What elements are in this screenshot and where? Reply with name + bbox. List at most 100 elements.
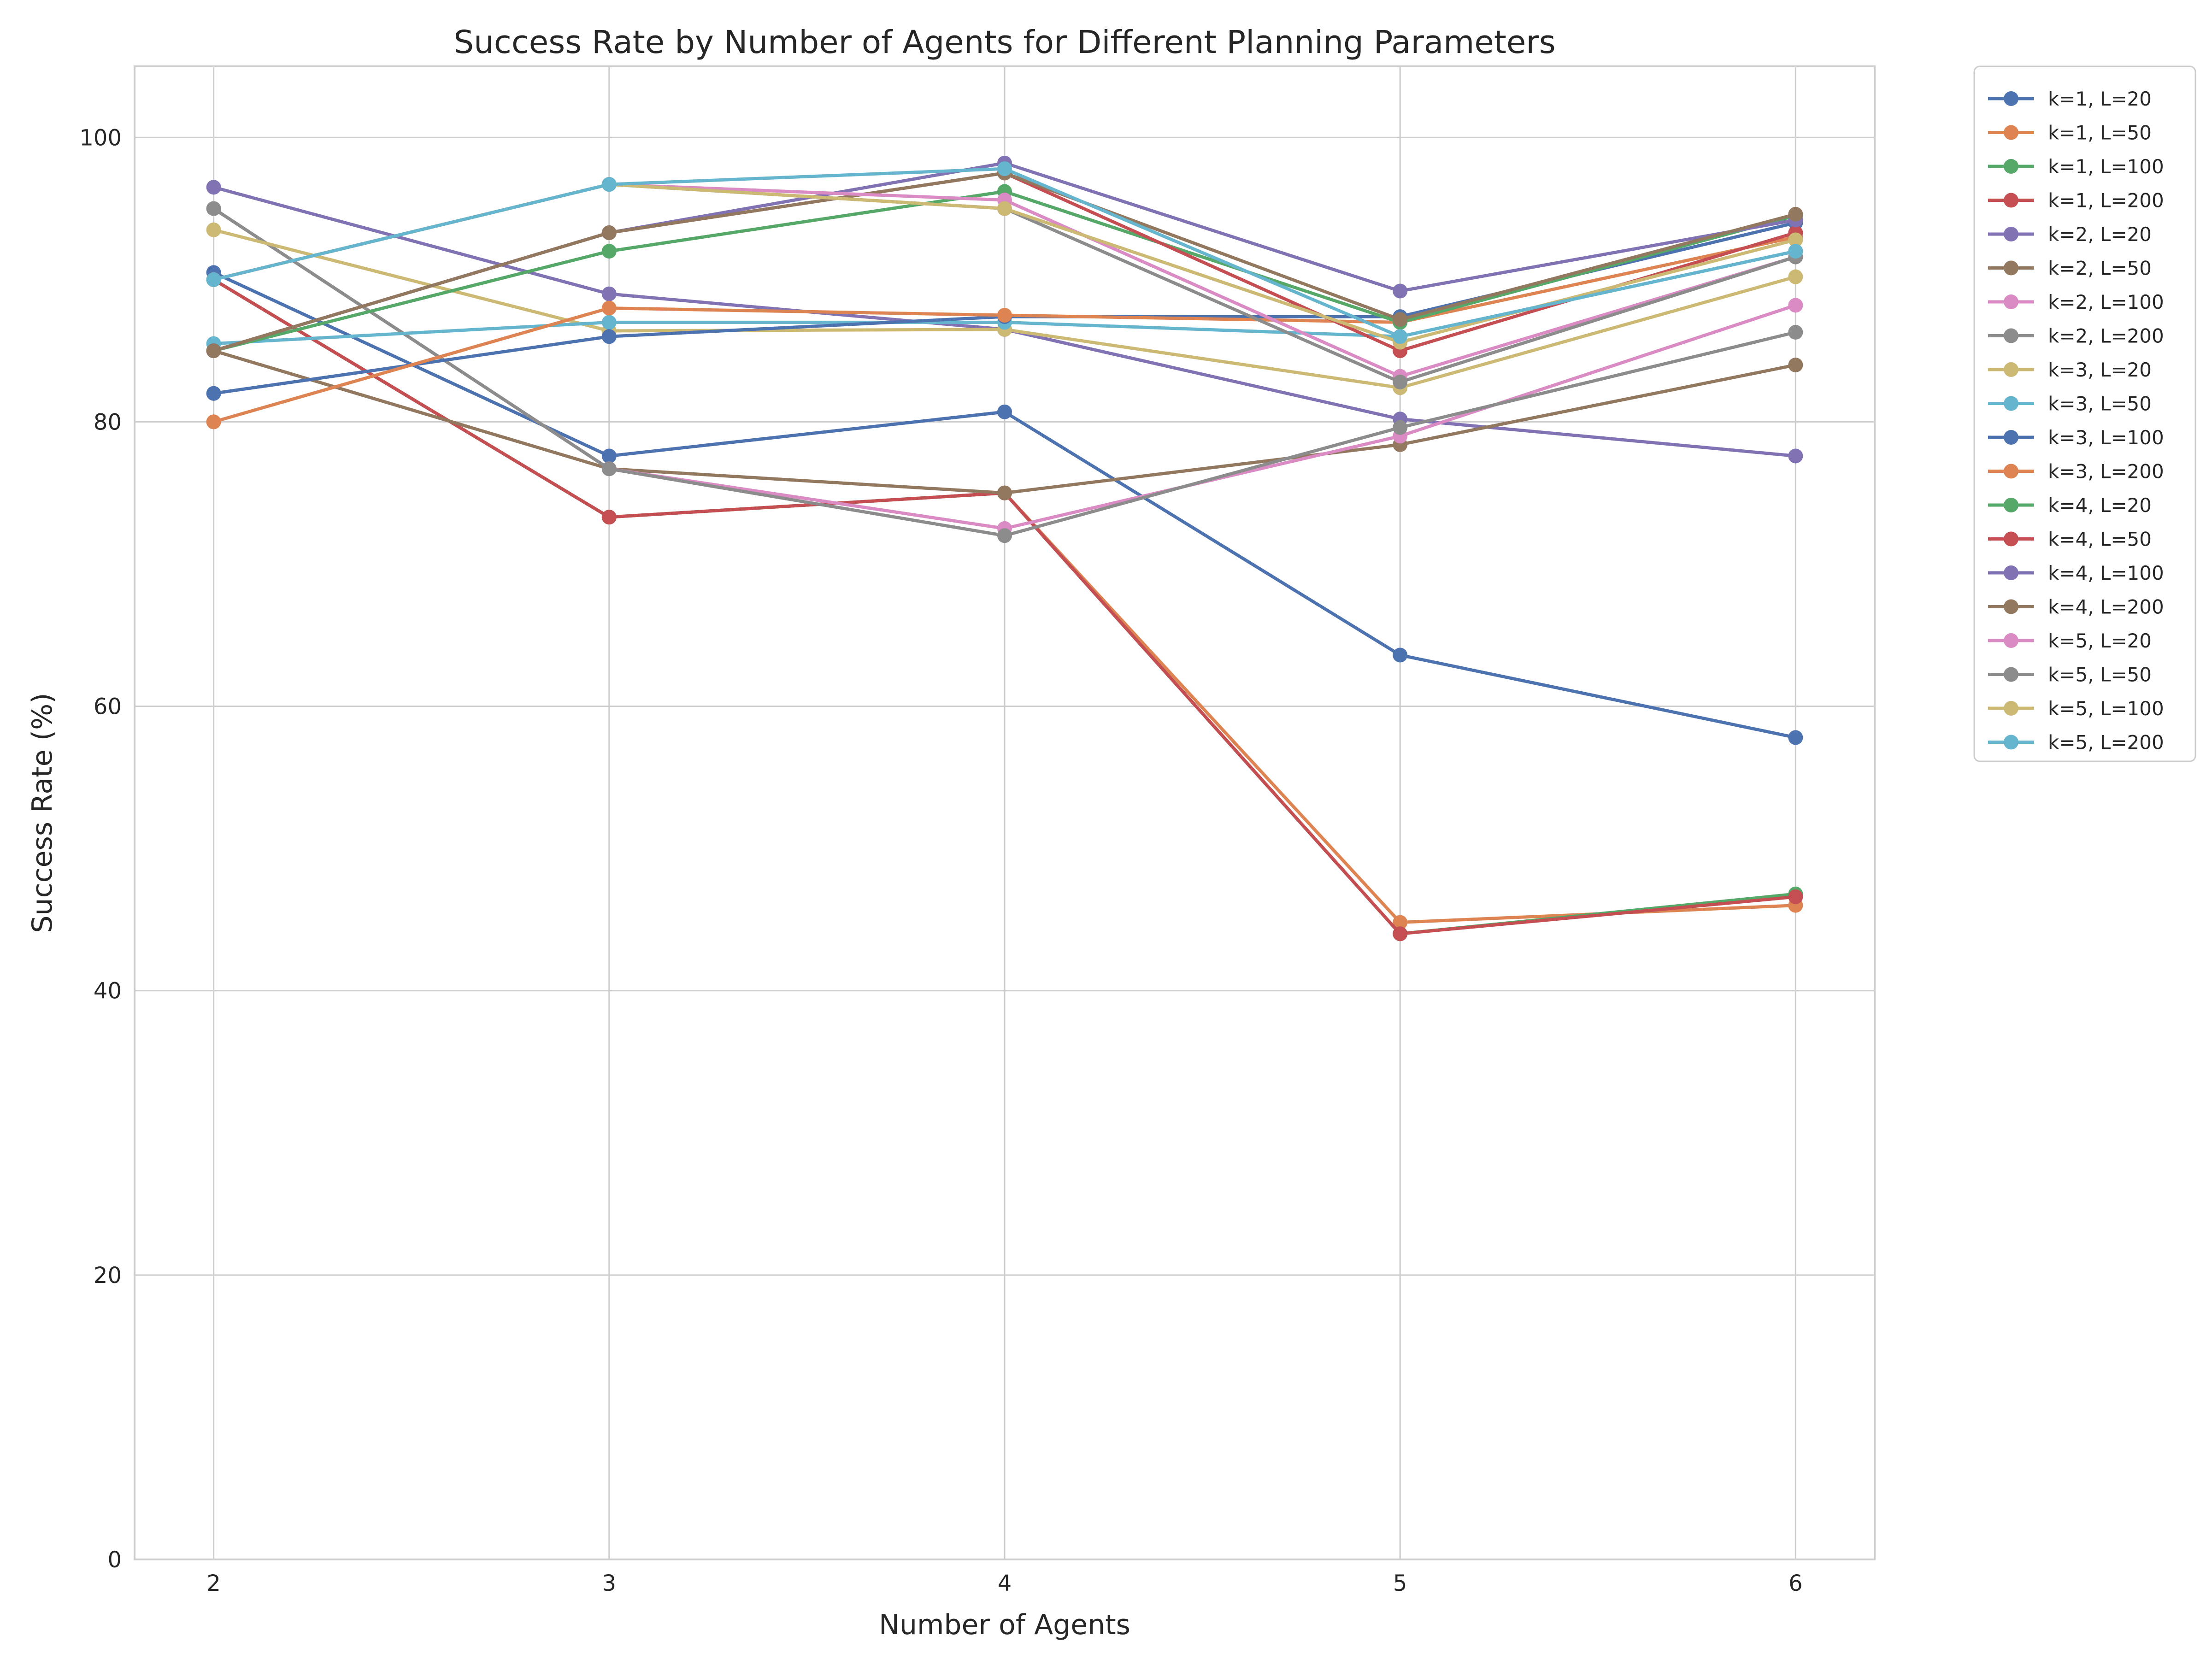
data-point [1393,420,1408,435]
legend-marker [2004,667,2018,682]
legend-label: k=4, L=50 [2048,528,2152,551]
legend-label: k=1, L=50 [2048,122,2152,144]
legend-entry: k=4, L=100 [1988,562,2164,584]
data-point [997,528,1012,543]
data-point [1788,889,1803,905]
plot-area-frame [134,65,1876,1560]
legend-entry: k=2, L=100 [1988,291,2164,313]
data-point [601,510,617,525]
legend-entry: k=2, L=200 [1988,325,2164,347]
legend-entry: k=1, L=100 [1988,155,2164,178]
legend-label: k=4, L=100 [2048,562,2164,584]
legend-marker [2004,565,2018,580]
legend-entry: k=5, L=200 [1988,731,2164,754]
legend-entry: k=4, L=20 [1988,494,2152,517]
chart-title: Success Rate by Number of Agents for Dif… [453,24,1555,61]
legend-entry: k=4, L=50 [1988,528,2152,551]
x-tick-label: 2 [206,1571,221,1596]
legend-label: k=2, L=50 [2048,257,2152,280]
data-point [601,329,617,344]
legend-marker [2004,91,2018,106]
legend-marker [2004,362,2018,377]
data-point [997,201,1012,216]
legend-entry: k=3, L=20 [1988,359,2152,381]
y-tick-label: 100 [79,125,122,151]
x-tick-label: 4 [998,1571,1012,1596]
series-layer [206,155,1803,941]
series-k-2-l-200 [206,201,1803,543]
series-k-5-l-200 [206,161,1803,344]
data-point [206,222,221,237]
data-point [997,161,1012,176]
data-point [1393,375,1408,390]
data-point [1393,926,1408,941]
legend-marker [2004,735,2018,750]
legend-marker [2004,159,2018,174]
legend-entry: k=3, L=50 [1988,393,2152,415]
x-tick-label: 5 [1393,1571,1407,1596]
legend-label: k=1, L=200 [2048,189,2164,212]
legend-label: k=2, L=200 [2048,325,2164,347]
data-point [601,286,617,301]
legend-label: k=1, L=20 [2048,88,2152,110]
legend-marker [2004,633,2018,648]
legend: k=1, L=20 k=1, L=50 k=1, L=100 k=1, L=200 k=… [1973,65,2196,762]
data-point [601,225,617,241]
legend-marker [2004,430,2018,445]
data-point [1788,206,1803,222]
legend-marker [2004,328,2018,343]
data-point [206,201,221,216]
data-point [601,461,617,477]
data-point [206,180,221,195]
x-axis-label: Number of Agents [879,1609,1130,1641]
data-point [1788,325,1803,340]
legend-label: k=2, L=100 [2048,291,2164,313]
legend-label: k=1, L=100 [2048,155,2164,178]
legend-entry: k=2, L=20 [1988,223,2152,246]
legend-label: k=2, L=20 [2048,223,2152,246]
y-tick-label: 20 [94,1263,122,1288]
legend-label: k=5, L=20 [2048,629,2152,652]
data-point [1788,298,1803,313]
legend-marker [2004,464,2018,479]
legend-entry: k=2, L=50 [1988,257,2152,280]
legend-marker [2004,294,2018,309]
legend-box [1973,65,2196,762]
data-point [1393,329,1408,344]
data-point [1788,730,1803,745]
y-axis-label: Success Rate (%) [26,693,59,933]
legend-marker [2004,396,2018,411]
data-point [601,315,617,330]
legend-marker [2004,599,2018,614]
legend-entry: k=3, L=100 [1988,426,2164,449]
data-point [1788,358,1803,372]
data-point [206,414,221,429]
data-point [997,308,1012,323]
data-point [1393,312,1408,327]
data-point [1788,448,1803,464]
data-point [1393,283,1408,299]
legend-entry: k=1, L=50 [1988,122,2152,144]
y-tick-label: 0 [107,1547,122,1573]
legend-marker [2004,193,2018,208]
data-point [601,244,617,259]
data-point [601,448,617,464]
data-point [601,177,617,192]
legend-entry: k=5, L=50 [1988,664,2152,686]
data-point [1788,232,1803,247]
legend-label: k=3, L=50 [2048,393,2152,415]
x-tick-label: 6 [1788,1571,1803,1596]
data-point [1393,647,1408,663]
legend-label: k=4, L=20 [2048,494,2152,517]
legend-marker [2004,701,2018,716]
legend-label: k=3, L=100 [2048,426,2164,449]
y-tick-label: 40 [94,978,122,1004]
legend-entry: k=5, L=20 [1988,629,2152,652]
legend-label: k=3, L=200 [2048,460,2164,483]
legend-label: k=3, L=20 [2048,359,2152,381]
legend-entry: k=4, L=200 [1988,596,2164,618]
legend-marker [2004,260,2018,276]
